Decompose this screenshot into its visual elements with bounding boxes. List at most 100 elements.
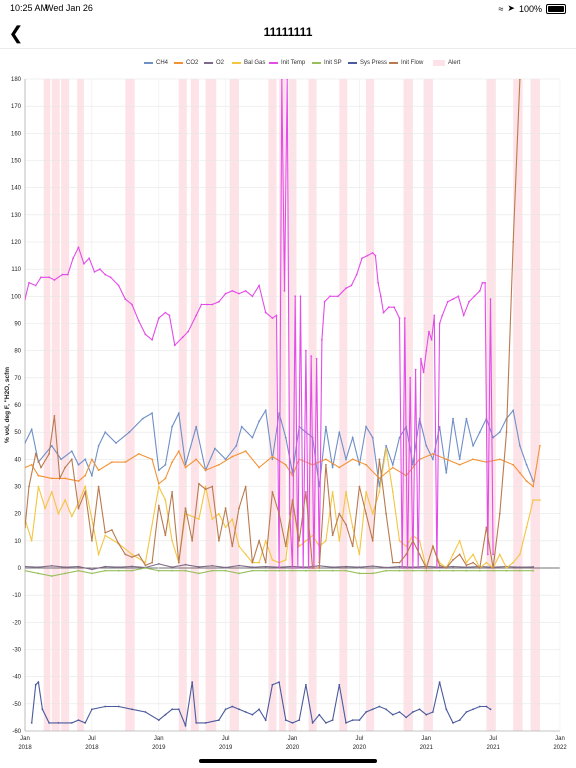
data-point [177, 450, 180, 453]
data-point [325, 463, 327, 466]
data-point [258, 708, 260, 711]
data-point [305, 569, 307, 572]
data-point [532, 566, 535, 568]
data-point [231, 518, 234, 520]
data-point [489, 298, 492, 300]
data-point [218, 300, 220, 303]
navigation-bar: ❮ 11111111 [0, 18, 576, 48]
y-tick-label: 150 [11, 159, 22, 165]
status-time: 10:25 AM [10, 3, 49, 13]
data-point [264, 569, 267, 572]
data-point [235, 444, 238, 447]
data-point [458, 719, 461, 721]
legend-item-init-sp[interactable]: Init SP [312, 60, 342, 66]
legend-item-co2[interactable]: CO2 [174, 60, 198, 66]
x-tick-label: 2018 [18, 745, 32, 751]
data-point [224, 526, 227, 529]
data-point [371, 708, 374, 711]
data-point [157, 317, 160, 319]
data-point [244, 553, 247, 556]
data-point [30, 463, 33, 466]
data-point [124, 553, 127, 556]
data-point [198, 518, 200, 520]
data-point [66, 273, 69, 276]
x-tick-label: Jan [154, 736, 164, 742]
legend-item-init-flow[interactable]: Init Flow [389, 60, 423, 66]
legend-item-alert[interactable]: Alert [433, 60, 460, 66]
data-point [398, 317, 401, 319]
data-point [418, 553, 421, 556]
data-point [28, 485, 30, 488]
data-point [164, 477, 167, 480]
data-point [325, 722, 327, 724]
y-tick-label: -40 [12, 675, 21, 681]
data-point [157, 482, 160, 485]
data-point [452, 553, 454, 556]
data-point [144, 564, 147, 567]
data-point [345, 523, 347, 526]
data-point [405, 716, 408, 719]
data-point [366, 254, 369, 257]
data-point [168, 314, 171, 317]
data-point [211, 485, 214, 488]
data-point [532, 569, 535, 572]
data-point [438, 569, 441, 572]
data-point [486, 553, 489, 556]
data-point [144, 567, 147, 569]
data-point [64, 477, 66, 480]
data-point [258, 561, 260, 564]
data-point [224, 507, 227, 510]
data-point [378, 491, 381, 493]
data-point [398, 711, 401, 713]
data-point [452, 565, 454, 568]
data-point [438, 564, 441, 567]
data-point [519, 444, 521, 447]
data-point [351, 719, 354, 721]
data-point [40, 276, 42, 279]
chevron-left-icon: ❮ [8, 23, 24, 43]
data-point [311, 567, 314, 569]
legend-swatch [232, 62, 241, 64]
data-point [358, 566, 361, 569]
data-point [284, 545, 287, 548]
data-point [164, 534, 167, 537]
data-point [291, 499, 294, 501]
y-tick-label: 30 [14, 485, 21, 491]
data-point [398, 539, 401, 542]
legend-item-sys-press[interactable]: Sys Press [348, 60, 387, 66]
data-point [374, 254, 377, 257]
back-button[interactable]: ❮ [5, 22, 27, 44]
legend-item-init-temp[interactable]: Init Temp [269, 60, 305, 66]
data-point [91, 518, 93, 520]
data-point [275, 314, 278, 317]
data-point [28, 281, 30, 284]
legend-item-bal-gas[interactable]: Bal Gas [232, 60, 265, 66]
data-point [211, 303, 214, 306]
data-point [512, 409, 515, 412]
legend-item-o2[interactable]: O2 [204, 60, 224, 66]
nav-divider [0, 48, 576, 49]
data-point [30, 428, 33, 431]
data-point [378, 477, 381, 480]
legend-item-ch4[interactable]: CH4 [144, 60, 168, 66]
data-point [472, 458, 474, 461]
data-point [84, 491, 87, 493]
data-point [117, 569, 120, 572]
data-point [238, 564, 240, 567]
data-point [151, 458, 154, 461]
data-point [525, 526, 528, 529]
data-point [305, 539, 307, 542]
data-point [97, 485, 100, 488]
legend-swatch [204, 62, 213, 64]
y-axis-label: % vol, deg F, "H2O, scfm [4, 367, 11, 443]
data-point [171, 425, 174, 428]
y-tick-label: 20 [14, 512, 21, 518]
y-tick-label: 110 [11, 267, 21, 273]
data-point [30, 722, 33, 724]
data-point [498, 512, 501, 515]
data-point [157, 469, 160, 472]
y-tick-label: 160 [11, 131, 22, 137]
data-point [278, 681, 280, 683]
data-point [318, 569, 321, 572]
data-point [25, 466, 26, 469]
